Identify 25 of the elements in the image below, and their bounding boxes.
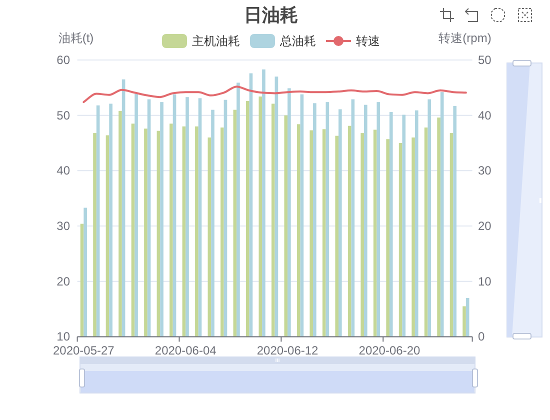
legend-item: 主机油耗 [162, 34, 240, 48]
x-tick-label: 2020-06-04 [154, 344, 217, 358]
x-tick-label: 2020-06-20 [358, 344, 420, 358]
chart-title: 日油耗 [244, 5, 298, 25]
y-tick-label: 30 [56, 219, 70, 234]
legend-item: 总油耗 [250, 34, 316, 48]
y2-tick-label: 50 [478, 53, 492, 67]
y-tick-label: 60 [56, 53, 70, 67]
x-tick-label: 2020-05-27 [52, 344, 115, 358]
y-axis-title: 油耗(t) [58, 31, 94, 45]
legend-label: 主机油耗 [192, 34, 240, 48]
y-tick-label: 50 [56, 108, 70, 122]
legend-label: 转速 [356, 34, 380, 48]
x-tick-label: 2020-06-12 [256, 344, 319, 358]
y-tick-label: 40 [56, 164, 70, 178]
y-tick-label: 20 [56, 274, 70, 288]
y2-tick-label: 40 [478, 108, 492, 122]
y2-axis-title: 转速(rpm) [438, 31, 492, 45]
legend-item: 转速 [326, 34, 380, 48]
y2-tick-label: 20 [478, 219, 492, 234]
legend-label: 总油耗 [279, 34, 316, 48]
y-tick-label: 10 [56, 330, 70, 344]
y2-tick-label: 30 [478, 164, 492, 178]
y2-tick-label: 0 [478, 330, 485, 344]
y2-tick-label: 10 [478, 274, 492, 288]
